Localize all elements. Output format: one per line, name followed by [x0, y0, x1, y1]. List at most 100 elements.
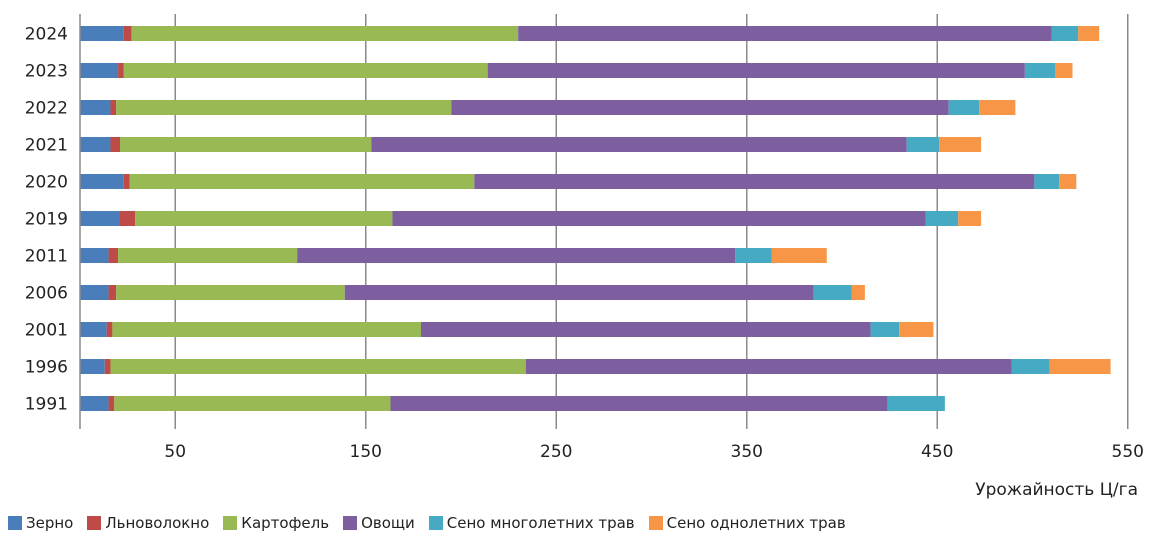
legend-swatch: [8, 516, 22, 530]
legend-item: Сено однолетних трав: [648, 514, 846, 532]
bar-segment: [525, 359, 1012, 374]
bar-segment: [344, 285, 814, 300]
bar-segment: [80, 322, 107, 337]
bar-segment: [116, 285, 345, 300]
bar-segment: [1034, 174, 1060, 189]
bar-segment: [129, 174, 475, 189]
bar-segment: [80, 63, 119, 78]
legend-label: Зерно: [26, 514, 74, 532]
bar-segment: [371, 137, 907, 152]
bar-segment: [123, 174, 130, 189]
x-tick-label: 250: [540, 442, 572, 462]
bar-segment: [1024, 63, 1056, 78]
bar-segment: [118, 63, 124, 78]
bars: [80, 26, 1111, 411]
x-tick-label: 550: [1112, 442, 1144, 462]
bar-segment: [390, 396, 888, 411]
bar-segment: [120, 137, 372, 152]
bar-segment: [80, 285, 109, 300]
bar-segment: [925, 211, 959, 226]
bar-segment: [771, 248, 827, 263]
y-tick-label: 1996: [25, 358, 68, 378]
y-tick-labels: 2024 2023 2022 2021 2020 2019 2011 2006 2001 1996…: [25, 25, 68, 415]
legend-label: Льноволокно: [105, 514, 210, 532]
legend-label: Сено однолетних трав: [666, 514, 846, 532]
x-tick-label: 450: [921, 442, 953, 462]
y-tick-label: 2024: [25, 25, 68, 45]
bar-segment: [518, 26, 1052, 41]
bar-segment: [474, 174, 1035, 189]
legend: Зерно Льноволокно Картофель Овощи Сено много…: [8, 514, 846, 532]
bar-segment: [1059, 174, 1077, 189]
legend-item: Овощи: [343, 514, 415, 532]
x-tick-labels: 50 150 250 350 450 550: [164, 442, 1144, 462]
y-tick-label: 2019: [25, 210, 68, 230]
bar-segment: [131, 26, 519, 41]
bar-segment: [80, 100, 111, 115]
bar-segment: [420, 322, 871, 337]
bar-segment: [80, 137, 111, 152]
legend-swatch: [428, 516, 443, 530]
bar-segment: [135, 211, 393, 226]
x-tick-label: 150: [350, 442, 382, 462]
y-tick-label: 1991: [25, 395, 68, 415]
legend-item: Сено многолетних трав: [428, 514, 635, 532]
bar-segment: [899, 322, 934, 337]
bar-segment: [1055, 63, 1073, 78]
legend-label: Овощи: [361, 514, 415, 532]
y-tick-label: 2001: [25, 321, 68, 341]
legend-swatch: [343, 516, 358, 530]
bar-segment: [112, 322, 421, 337]
legend-label: Сено многолетних трав: [446, 514, 635, 532]
bar-segment: [870, 322, 900, 337]
bar-segment: [979, 100, 1016, 115]
bar-segment: [735, 248, 772, 263]
legend-item: Зерно: [8, 514, 73, 532]
bar-segment: [106, 322, 113, 337]
x-tick-label: 50: [164, 442, 186, 462]
bar-segment: [392, 211, 926, 226]
bar-segment: [104, 359, 111, 374]
legend-item: Льноволокно: [87, 514, 209, 532]
x-axis-title: Урожайность Ц/га: [975, 480, 1138, 500]
bar-segment: [123, 63, 488, 78]
legend-swatch: [648, 516, 663, 530]
stacked-bar-chart: 2024 2023 2022 2021 2020 2019 2011 2006 2001 1996…: [25, 14, 1144, 500]
bar-segment: [120, 211, 136, 226]
bar-segment: [80, 248, 109, 263]
bar-segment: [108, 396, 115, 411]
legend-swatch: [223, 516, 238, 530]
bar-segment: [80, 359, 105, 374]
bar-segment: [110, 137, 121, 152]
bar-segment: [451, 100, 949, 115]
bar-segment: [116, 100, 452, 115]
bar-segment: [114, 396, 391, 411]
bar-segment: [958, 211, 982, 226]
bar-segment: [487, 63, 1025, 78]
bar-segment: [80, 211, 121, 226]
bar-segment: [297, 248, 736, 263]
bar-segment: [123, 26, 132, 41]
bar-segment: [108, 248, 119, 263]
y-tick-label: 2020: [25, 173, 68, 193]
bar-segment: [80, 174, 124, 189]
legend-label: Картофель: [241, 514, 330, 532]
y-tick-label: 2011: [25, 247, 68, 267]
y-tick-label: 2023: [25, 62, 68, 82]
y-tick-label: 2021: [25, 136, 68, 156]
legend-swatch: [87, 516, 102, 530]
bar-segment: [80, 26, 124, 41]
bar-segment: [110, 359, 526, 374]
bar-segment: [1078, 26, 1100, 41]
bar-segment: [1049, 359, 1111, 374]
bar-segment: [813, 285, 852, 300]
bar-segment: [108, 285, 117, 300]
x-tick-label: 350: [731, 442, 763, 462]
y-tick-label: 2006: [25, 284, 68, 304]
bar-segment: [887, 396, 945, 411]
y-tick-label: 2022: [25, 99, 68, 119]
bar-segment: [110, 100, 117, 115]
bar-segment: [906, 137, 940, 152]
bar-segment: [118, 248, 298, 263]
bar-segment: [1051, 26, 1079, 41]
